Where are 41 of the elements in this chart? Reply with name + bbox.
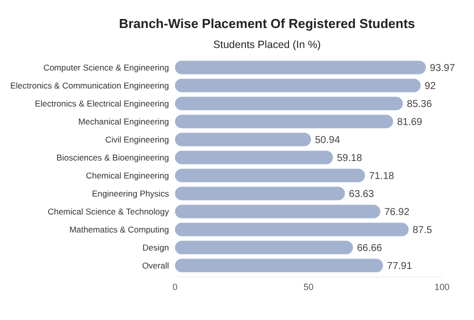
y-tick-label: Overall (142, 260, 170, 271)
y-tick-label: Electronics & Electrical Engineering (34, 98, 170, 108)
y-tick-label: Mechanical Engineering (78, 116, 170, 126)
bar (175, 96, 403, 110)
data-label: 63.63 (348, 189, 374, 200)
y-tick-label: Chemical Engineering (86, 170, 170, 180)
data-label: 92 (424, 80, 436, 92)
x-tick-label: 50 (303, 282, 314, 292)
y-tick-label: Mathematics & Computing (69, 224, 170, 235)
bar (175, 186, 345, 200)
bar (175, 222, 409, 236)
data-label: 50.94 (315, 134, 340, 146)
data-label: 59.18 (337, 152, 362, 164)
bar (175, 258, 384, 272)
data-label: 77.91 (387, 261, 412, 272)
bar (175, 240, 353, 254)
bar (175, 168, 366, 182)
bar (175, 114, 394, 128)
data-label: 85.36 (406, 98, 432, 110)
y-tick-label: Electronics & Communication Engineering (10, 80, 170, 90)
data-label: 71.18 (369, 171, 395, 182)
data-label: 76.92 (384, 207, 410, 218)
y-tick-label: Engineering Physics (92, 188, 169, 198)
x-tick-label: 100 (434, 282, 450, 292)
data-label: 81.69 (397, 116, 423, 128)
bar (175, 150, 334, 164)
data-label: 66.66 (356, 243, 382, 254)
y-tick-label: Chemical Science & Technology (48, 206, 170, 216)
chart-subtitle: Students Placed (In %) (213, 39, 321, 51)
chart-title: Branch-Wise Placement Of Registered Students (118, 16, 416, 31)
y-tick-label: Biosciences & Bioengineering (56, 152, 170, 162)
y-tick-label: Computer Science & Engineering (43, 62, 170, 72)
bar (175, 78, 421, 92)
bar (175, 132, 312, 146)
x-tick-label: 0 (172, 282, 178, 292)
data-label: 87.5 (412, 225, 433, 236)
data-label: 93.97 (430, 62, 456, 74)
y-tick-label: Civil Engineering (105, 134, 170, 144)
bar (175, 204, 380, 218)
bar (175, 60, 426, 74)
y-tick-label: Design (142, 242, 170, 253)
